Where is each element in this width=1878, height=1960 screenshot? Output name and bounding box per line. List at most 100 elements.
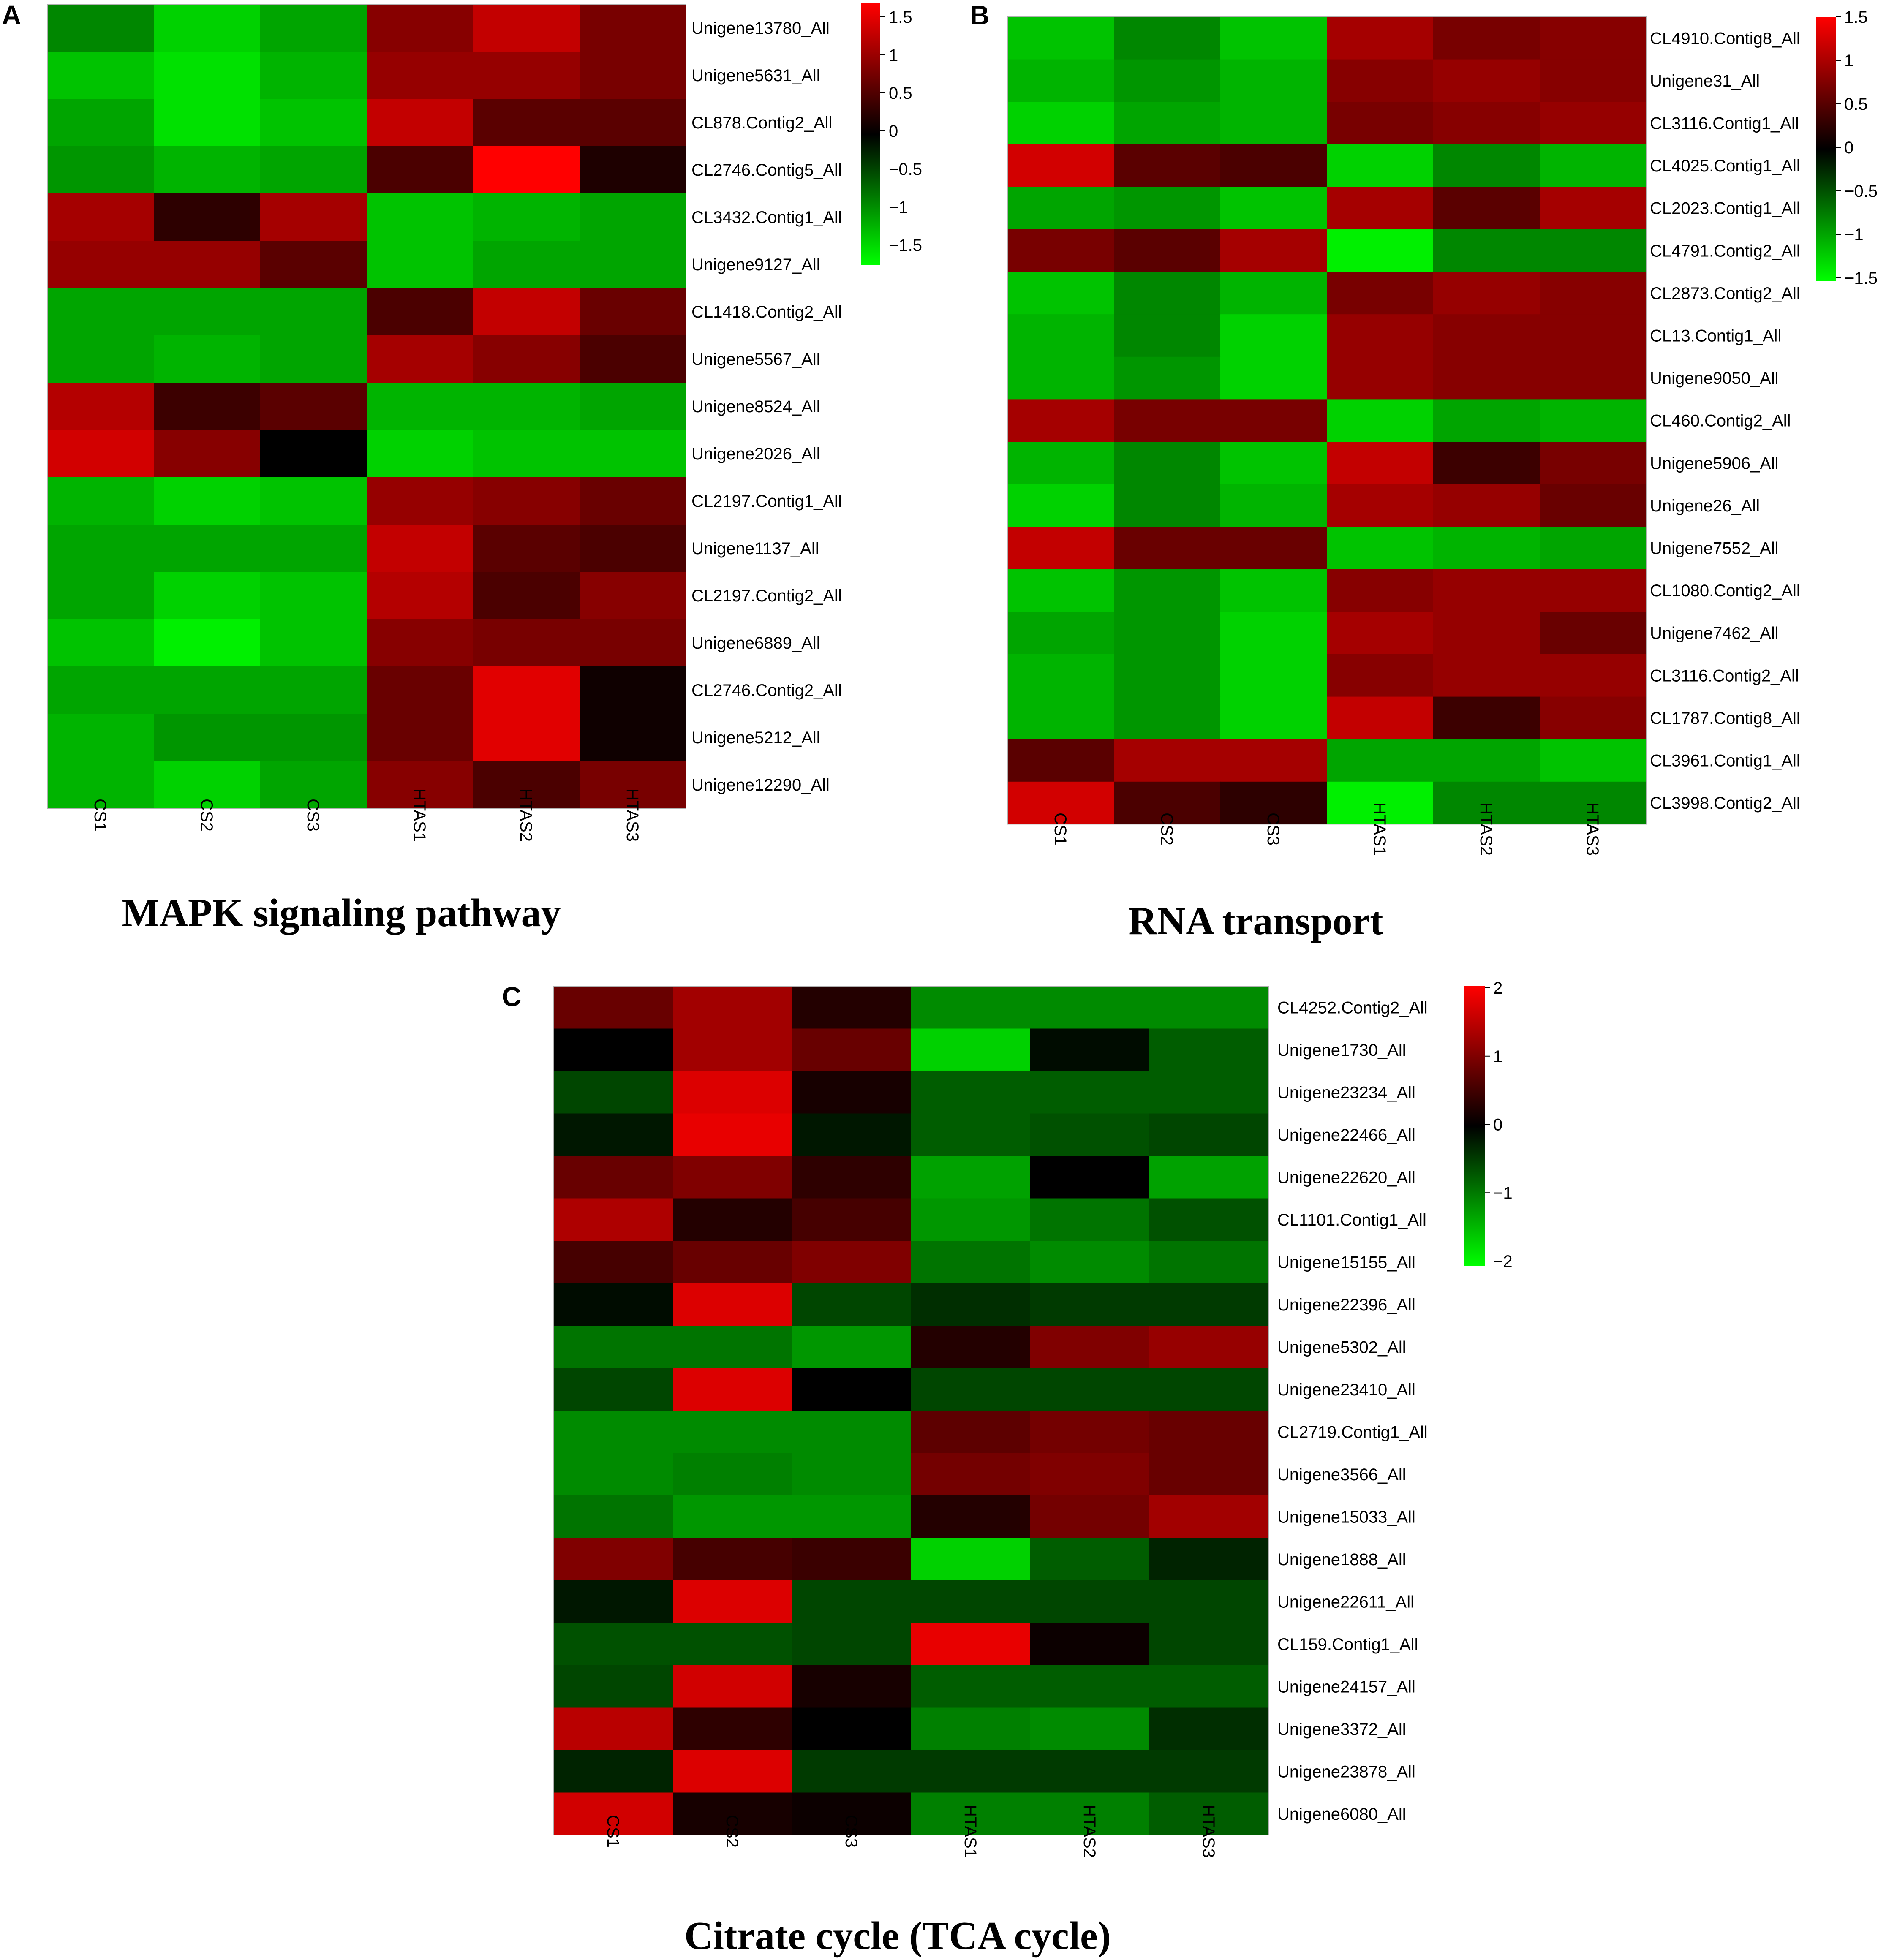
heatmap-cell (1114, 612, 1221, 655)
heatmap-cell (1030, 1071, 1150, 1114)
heatmap-cell (911, 1495, 1031, 1539)
heatmap-cell (911, 1538, 1031, 1581)
colorbar-gradient (861, 3, 880, 265)
heatmap-cell (1149, 1495, 1269, 1539)
row-label: CL13.Contig1_All (1650, 327, 1781, 345)
heatmap-cell (260, 477, 367, 525)
heatmap-cell (260, 383, 367, 430)
heatmap-cell (580, 714, 686, 761)
heatmap-cell (792, 1495, 912, 1539)
heatmap-cell (154, 52, 261, 99)
heatmap-cell (1220, 569, 1327, 612)
heatmap-cell (1540, 612, 1647, 655)
heatmap-cell (367, 383, 474, 430)
heatmap-cell (911, 1623, 1031, 1666)
heatmap-cell (1540, 654, 1647, 697)
heatmap-cell (1433, 187, 1540, 230)
row-label: Unigene5212_All (691, 729, 820, 747)
heatmap-cell (47, 146, 154, 194)
heatmap-cell (911, 1113, 1031, 1156)
heatmap-cell (580, 619, 686, 667)
heatmap-cell (47, 619, 154, 667)
heatmap-cell (1149, 986, 1269, 1029)
heatmap-cell (1114, 569, 1221, 612)
panel-c-column-labels: CS1 CS2 CS3 HTAS1 HTAS2 HTAS3 (604, 1805, 1218, 1858)
heatmap-cell (1007, 314, 1114, 357)
heatmap-cell (580, 430, 686, 478)
heatmap-cell (473, 761, 580, 809)
row-label: Unigene22611_All (1277, 1593, 1414, 1611)
heatmap-cell (911, 1071, 1031, 1114)
heatmap-cell (673, 1792, 792, 1835)
heatmap-cell (911, 1241, 1031, 1284)
heatmap-cell (47, 193, 154, 241)
heatmap-cell (1030, 1156, 1150, 1199)
heatmap-cell (1220, 229, 1327, 272)
heatmap-cell (1220, 187, 1327, 230)
heatmap-cell (47, 572, 154, 620)
colorbar-tick-label: −0.5 (889, 160, 922, 179)
heatmap-cell (47, 52, 154, 99)
heatmap-frame (553, 986, 1269, 1835)
heatmap-cell (47, 761, 154, 809)
heatmap-cell (154, 525, 261, 572)
heatmap-cell (47, 525, 154, 572)
heatmap-cell (1114, 229, 1221, 272)
row-label: Unigene12290_All (691, 776, 830, 794)
heatmap-cell (1030, 1241, 1150, 1284)
row-label: Unigene1730_All (1277, 1041, 1406, 1060)
row-label: CL4252.Contig2_All (1277, 998, 1428, 1017)
row-label: Unigene7462_All (1650, 624, 1779, 643)
heatmap-cell (673, 1071, 792, 1114)
heatmap-cell (1327, 612, 1434, 655)
heatmap-cell (260, 761, 367, 809)
heatmap-cell (554, 1283, 673, 1326)
panel-a-letter: A (2, 0, 21, 30)
heatmap-cell (154, 572, 261, 620)
heatmap-cell (1433, 144, 1540, 187)
heatmap-cell (1114, 484, 1221, 527)
colorbar-tick-label: −1 (889, 198, 908, 217)
heatmap-cell (1149, 1241, 1269, 1284)
heatmap-cell (1540, 696, 1647, 739)
heatmap-cell (554, 1368, 673, 1411)
column-label: CS2 (1157, 813, 1176, 845)
heatmap-cell (1433, 314, 1540, 357)
heatmap-cell (792, 1538, 912, 1581)
heatmap-cell (1540, 59, 1647, 102)
heatmap-cell (1327, 59, 1434, 102)
heatmap-cell (154, 146, 261, 194)
heatmap-cell (154, 335, 261, 383)
heatmap-cell (1149, 1538, 1269, 1581)
heatmap-cell (47, 288, 154, 336)
heatmap-cell (1007, 144, 1114, 187)
heatmap-cell (1114, 399, 1221, 442)
heatmap-cell (554, 1113, 673, 1156)
heatmap-cell (1007, 527, 1114, 570)
heatmap-cell (1220, 144, 1327, 187)
heatmap-cell (792, 1283, 912, 1326)
heatmap-cell (367, 4, 474, 52)
row-label: CL3116.Contig1_All (1650, 114, 1799, 133)
heatmap-cell (554, 1623, 673, 1666)
heatmap-cell (1540, 187, 1647, 230)
heatmap-cell (911, 1707, 1031, 1751)
heatmap-cell (1327, 144, 1434, 187)
heatmap-cell (1327, 272, 1434, 315)
heatmap-cell (1327, 102, 1434, 145)
heatmap-cell (580, 146, 686, 194)
heatmap-cell (473, 619, 580, 667)
row-label: Unigene22396_All (1277, 1296, 1415, 1314)
heatmap-cell (1433, 527, 1540, 570)
heatmap-cell (1433, 569, 1540, 612)
heatmap-cell (673, 1028, 792, 1071)
heatmap-cell (1114, 696, 1221, 739)
heatmap-cell (792, 1623, 912, 1666)
column-label: CS3 (842, 1815, 860, 1848)
heatmap-cell (1433, 17, 1540, 60)
column-label: HTAS2 (1477, 802, 1495, 856)
heatmap-cell (1114, 59, 1221, 102)
colorbar-tick-label: 0 (889, 122, 898, 141)
heatmap-cell (554, 1071, 673, 1114)
